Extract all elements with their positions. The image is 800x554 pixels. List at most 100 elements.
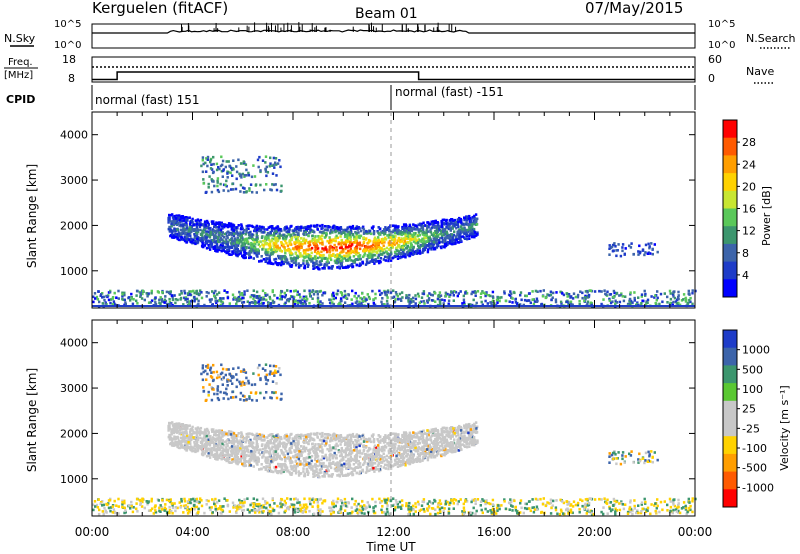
scatter-cell	[239, 190, 242, 193]
scatter-cell	[351, 302, 354, 306]
scatter-cell	[367, 250, 371, 253]
scatter-cell	[677, 297, 680, 301]
scatter-cell	[686, 302, 689, 306]
scatter-cell	[489, 301, 492, 304]
scatter-cell	[231, 182, 234, 186]
scatter-cell	[383, 456, 386, 459]
scatter-cell	[281, 295, 284, 298]
scatter-cell	[222, 249, 225, 252]
scatter-cell	[383, 232, 386, 235]
scatter-cell	[355, 237, 358, 241]
scatter-cell	[291, 295, 294, 299]
scatter-cell	[228, 164, 231, 168]
scatter-cell	[347, 231, 350, 235]
scatter-cell	[178, 220, 182, 224]
scatter-cell	[351, 265, 354, 269]
scatter-cell	[329, 298, 333, 302]
scatter-cell	[367, 295, 371, 299]
scatter-cell	[174, 217, 178, 220]
scatter-cell	[344, 296, 348, 300]
scatter-cell	[299, 241, 303, 244]
scatter-cell	[344, 266, 347, 269]
scatter-cell	[638, 251, 642, 255]
scatter-cell	[205, 219, 209, 223]
scatter-cell	[427, 248, 430, 251]
scatter-cell	[322, 254, 325, 257]
scatter-cell	[228, 246, 231, 249]
scatter-cell	[248, 303, 251, 306]
colorbar-tick-label: 12	[742, 225, 756, 238]
scatter-cell	[236, 247, 239, 251]
scatter-cell	[688, 298, 691, 302]
scatter-cell	[283, 291, 286, 295]
scatter-cell	[349, 229, 352, 232]
scatter-cell	[333, 228, 336, 231]
scatter-cell	[210, 245, 213, 248]
scatter-cell	[532, 302, 536, 306]
scatter-cell	[440, 454, 443, 458]
cpid-row: CPID normal (fast) 151 normal (fast) -15…	[6, 85, 696, 110]
scatter-cell	[313, 451, 316, 455]
scatter-cell	[284, 260, 288, 264]
scatter-cell	[586, 300, 590, 304]
scatter-cell	[677, 296, 680, 299]
scatter-cell	[413, 250, 417, 254]
scatter-cell	[179, 228, 183, 232]
scatter-cell	[435, 246, 439, 249]
scatter-cell	[621, 249, 624, 253]
scatter-cell	[286, 289, 289, 292]
scatter-cell	[267, 459, 270, 462]
scatter-cell	[314, 261, 317, 265]
scatter-cell	[284, 237, 288, 241]
scatter-cell	[445, 442, 449, 445]
scatter-cell	[463, 236, 466, 239]
scatter-cell	[299, 449, 303, 452]
scatter-cell	[316, 296, 320, 300]
scatter-cell	[269, 302, 272, 305]
scatter-cell	[359, 229, 363, 233]
scatter-cell	[354, 253, 358, 256]
nsky-trace	[92, 29, 695, 34]
scatter-cell	[236, 251, 239, 255]
colorbar-tick-label: 24	[742, 158, 756, 171]
scatter-cell	[268, 295, 271, 299]
scatter-cell	[264, 155, 268, 158]
scatter-cell	[396, 295, 399, 298]
scatter-cell	[262, 301, 265, 305]
scatter-cell	[239, 439, 242, 442]
scatter-cell	[608, 244, 611, 247]
scatter-cell	[317, 264, 320, 267]
scatter-cell	[214, 289, 217, 293]
scatter-cell	[229, 238, 233, 242]
scatter-cell	[328, 457, 331, 460]
scatter-cell	[491, 290, 495, 294]
scatter-cell	[257, 243, 260, 246]
scatter-cell	[190, 227, 193, 230]
scatter-cell	[240, 234, 243, 238]
scatter-cell	[393, 250, 397, 254]
scatter-cell	[428, 236, 432, 240]
scatter-cell	[420, 222, 423, 226]
scatter-cell	[239, 231, 242, 234]
scatter-cell	[303, 449, 307, 453]
scatter-cell	[229, 232, 232, 236]
scatter-cell	[469, 220, 473, 223]
scatter-cell	[435, 228, 438, 232]
scatter-cell	[177, 216, 180, 220]
scatter-cell	[463, 226, 466, 230]
scatter-cell	[476, 290, 480, 293]
scatter-cell	[193, 291, 196, 295]
scatter-cell	[288, 227, 291, 230]
scatter-cell	[182, 216, 185, 220]
scatter-cell	[226, 172, 229, 175]
scatter-cell	[394, 235, 397, 238]
scatter-cell	[476, 233, 479, 236]
nsky-panel: N.Sky 10^5 10^0 10^5 10^0 N.Search	[4, 19, 796, 51]
scatter-cell	[297, 226, 300, 229]
scatter-cell	[462, 298, 466, 302]
scatter-cell	[171, 235, 175, 239]
scatter-cell	[250, 245, 254, 248]
scatter-cell	[372, 248, 375, 251]
scatter-cell	[359, 437, 363, 441]
scatter-cell	[436, 243, 440, 246]
